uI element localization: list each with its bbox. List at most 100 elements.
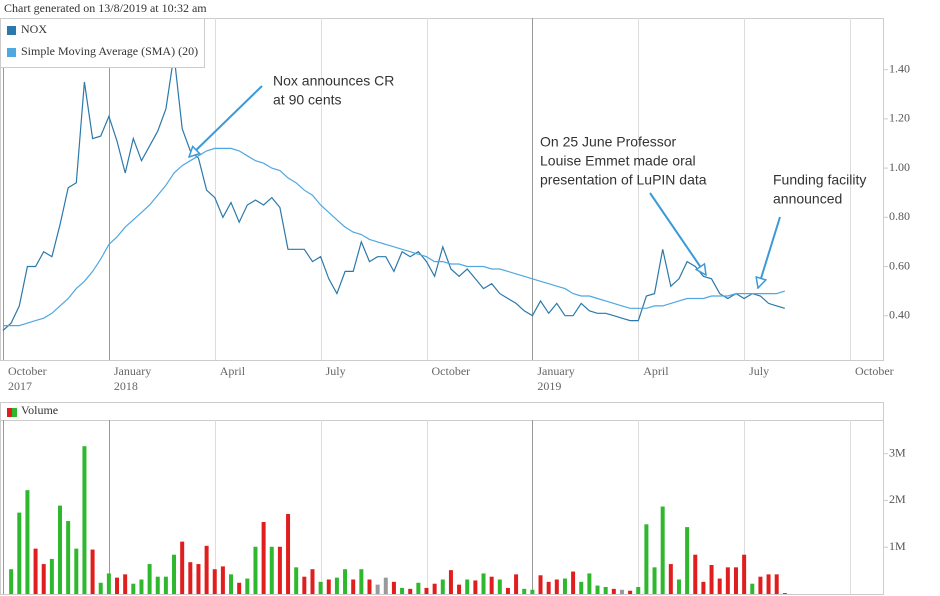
volume-bar	[505, 587, 510, 594]
volume-bar	[432, 583, 437, 594]
volume-bar	[766, 574, 771, 594]
y-tick-label: 1.20	[889, 111, 910, 125]
volume-bar	[709, 565, 714, 594]
volume-bar	[25, 490, 30, 594]
legend-swatch	[7, 26, 16, 35]
series-line	[2, 54, 785, 331]
annotation-text: Louise Emmet made oral	[540, 153, 696, 169]
y-tick-label: 0.40	[889, 307, 910, 321]
volume-bar	[497, 579, 502, 594]
volume-bar	[237, 582, 242, 594]
volume-bar	[660, 506, 665, 594]
volume-panel	[0, 402, 884, 595]
volume-bar	[652, 567, 657, 594]
volume-bar	[489, 576, 494, 594]
volume-bar	[310, 569, 315, 594]
volume-bar	[269, 546, 274, 594]
volume-bar	[391, 581, 396, 594]
annotation-text: Nox announces CR	[273, 73, 394, 89]
annotation-text: presentation of LuPIN data	[540, 172, 707, 188]
volume-bar	[742, 554, 747, 594]
volume-bar	[562, 578, 567, 594]
volume-bar	[147, 564, 152, 594]
volume-bar	[367, 579, 372, 594]
volume-bar	[448, 570, 453, 594]
volume-bar	[424, 587, 429, 594]
legend	[0, 18, 205, 68]
volume-bar	[400, 587, 405, 594]
volume-bar	[172, 554, 177, 594]
volume-bar	[212, 569, 217, 594]
volume-bar	[440, 579, 445, 594]
volume-bar	[774, 574, 779, 594]
volume-bar	[717, 578, 722, 594]
volume-bar	[782, 593, 787, 594]
volume-bar	[603, 586, 608, 594]
volume-bar	[758, 576, 763, 594]
y-tick-label: 2M	[889, 492, 906, 506]
volume-bar	[115, 577, 120, 594]
volume-bar	[33, 548, 38, 594]
volume-bar	[465, 579, 470, 594]
volume-bar	[302, 576, 307, 594]
volume-bar	[750, 583, 755, 594]
volume-bar	[277, 546, 282, 594]
volume-bar	[733, 567, 738, 594]
volume-bar	[571, 571, 576, 594]
volume-bar	[457, 584, 462, 594]
x-tick-label: April	[643, 364, 669, 378]
volume-title: Volume	[21, 403, 58, 417]
volume-bar	[343, 569, 348, 594]
annotation-text: announced	[773, 191, 842, 207]
volume-bar	[685, 527, 690, 594]
y-tick-label: 3M	[889, 445, 906, 459]
volume-bar	[644, 524, 649, 594]
volume-bar	[408, 588, 413, 594]
series-line	[3, 147, 785, 327]
y-tick-label: 0.80	[889, 209, 910, 223]
y-tick-label: 0.60	[889, 258, 910, 272]
x-tick-label: January 2019	[537, 364, 575, 393]
volume-bar	[196, 564, 201, 594]
volume-bar	[554, 579, 559, 594]
x-tick-label: October	[431, 364, 471, 378]
volume-bar	[82, 446, 87, 594]
volume-bar	[139, 579, 144, 594]
volume-bar	[98, 582, 103, 594]
volume-bar	[220, 566, 225, 594]
annotation-text: at 90 cents	[273, 92, 342, 108]
volume-bar	[668, 564, 673, 594]
volume-bar	[90, 549, 95, 594]
volume-icon	[12, 408, 17, 417]
annotation-text: On 25 June Professor	[540, 134, 677, 150]
y-tick-label: 1.40	[889, 61, 910, 75]
x-tick-label: January 2018	[113, 364, 152, 393]
legend-label[interactable]: Simple Moving Average (SMA) (20)	[21, 44, 198, 58]
x-tick-label: April	[219, 364, 246, 378]
volume-bar	[351, 579, 356, 594]
volume-bar	[318, 581, 323, 594]
x-tick-label: July	[749, 364, 770, 378]
volume-bar	[253, 546, 258, 594]
volume-bar	[611, 588, 616, 594]
volume-bar	[628, 590, 633, 594]
volume-bar	[74, 548, 79, 594]
legend-label[interactable]: NOX	[21, 22, 47, 36]
volume-bar	[619, 589, 624, 594]
volume-bar	[106, 573, 111, 594]
volume-bar	[595, 585, 600, 594]
volume-bar	[530, 589, 535, 594]
volume-bar	[416, 582, 421, 594]
volume-bar	[9, 569, 14, 594]
volume-bar	[725, 567, 730, 594]
volume-bar	[326, 579, 331, 594]
volume-bar	[245, 578, 250, 594]
volume-bar	[123, 574, 128, 594]
volume-bar	[286, 514, 291, 594]
x-tick-label: October 2017	[8, 364, 47, 393]
annotation-text: Funding facility	[773, 172, 866, 188]
volume-bar	[481, 573, 486, 594]
volume-bar	[155, 576, 160, 594]
